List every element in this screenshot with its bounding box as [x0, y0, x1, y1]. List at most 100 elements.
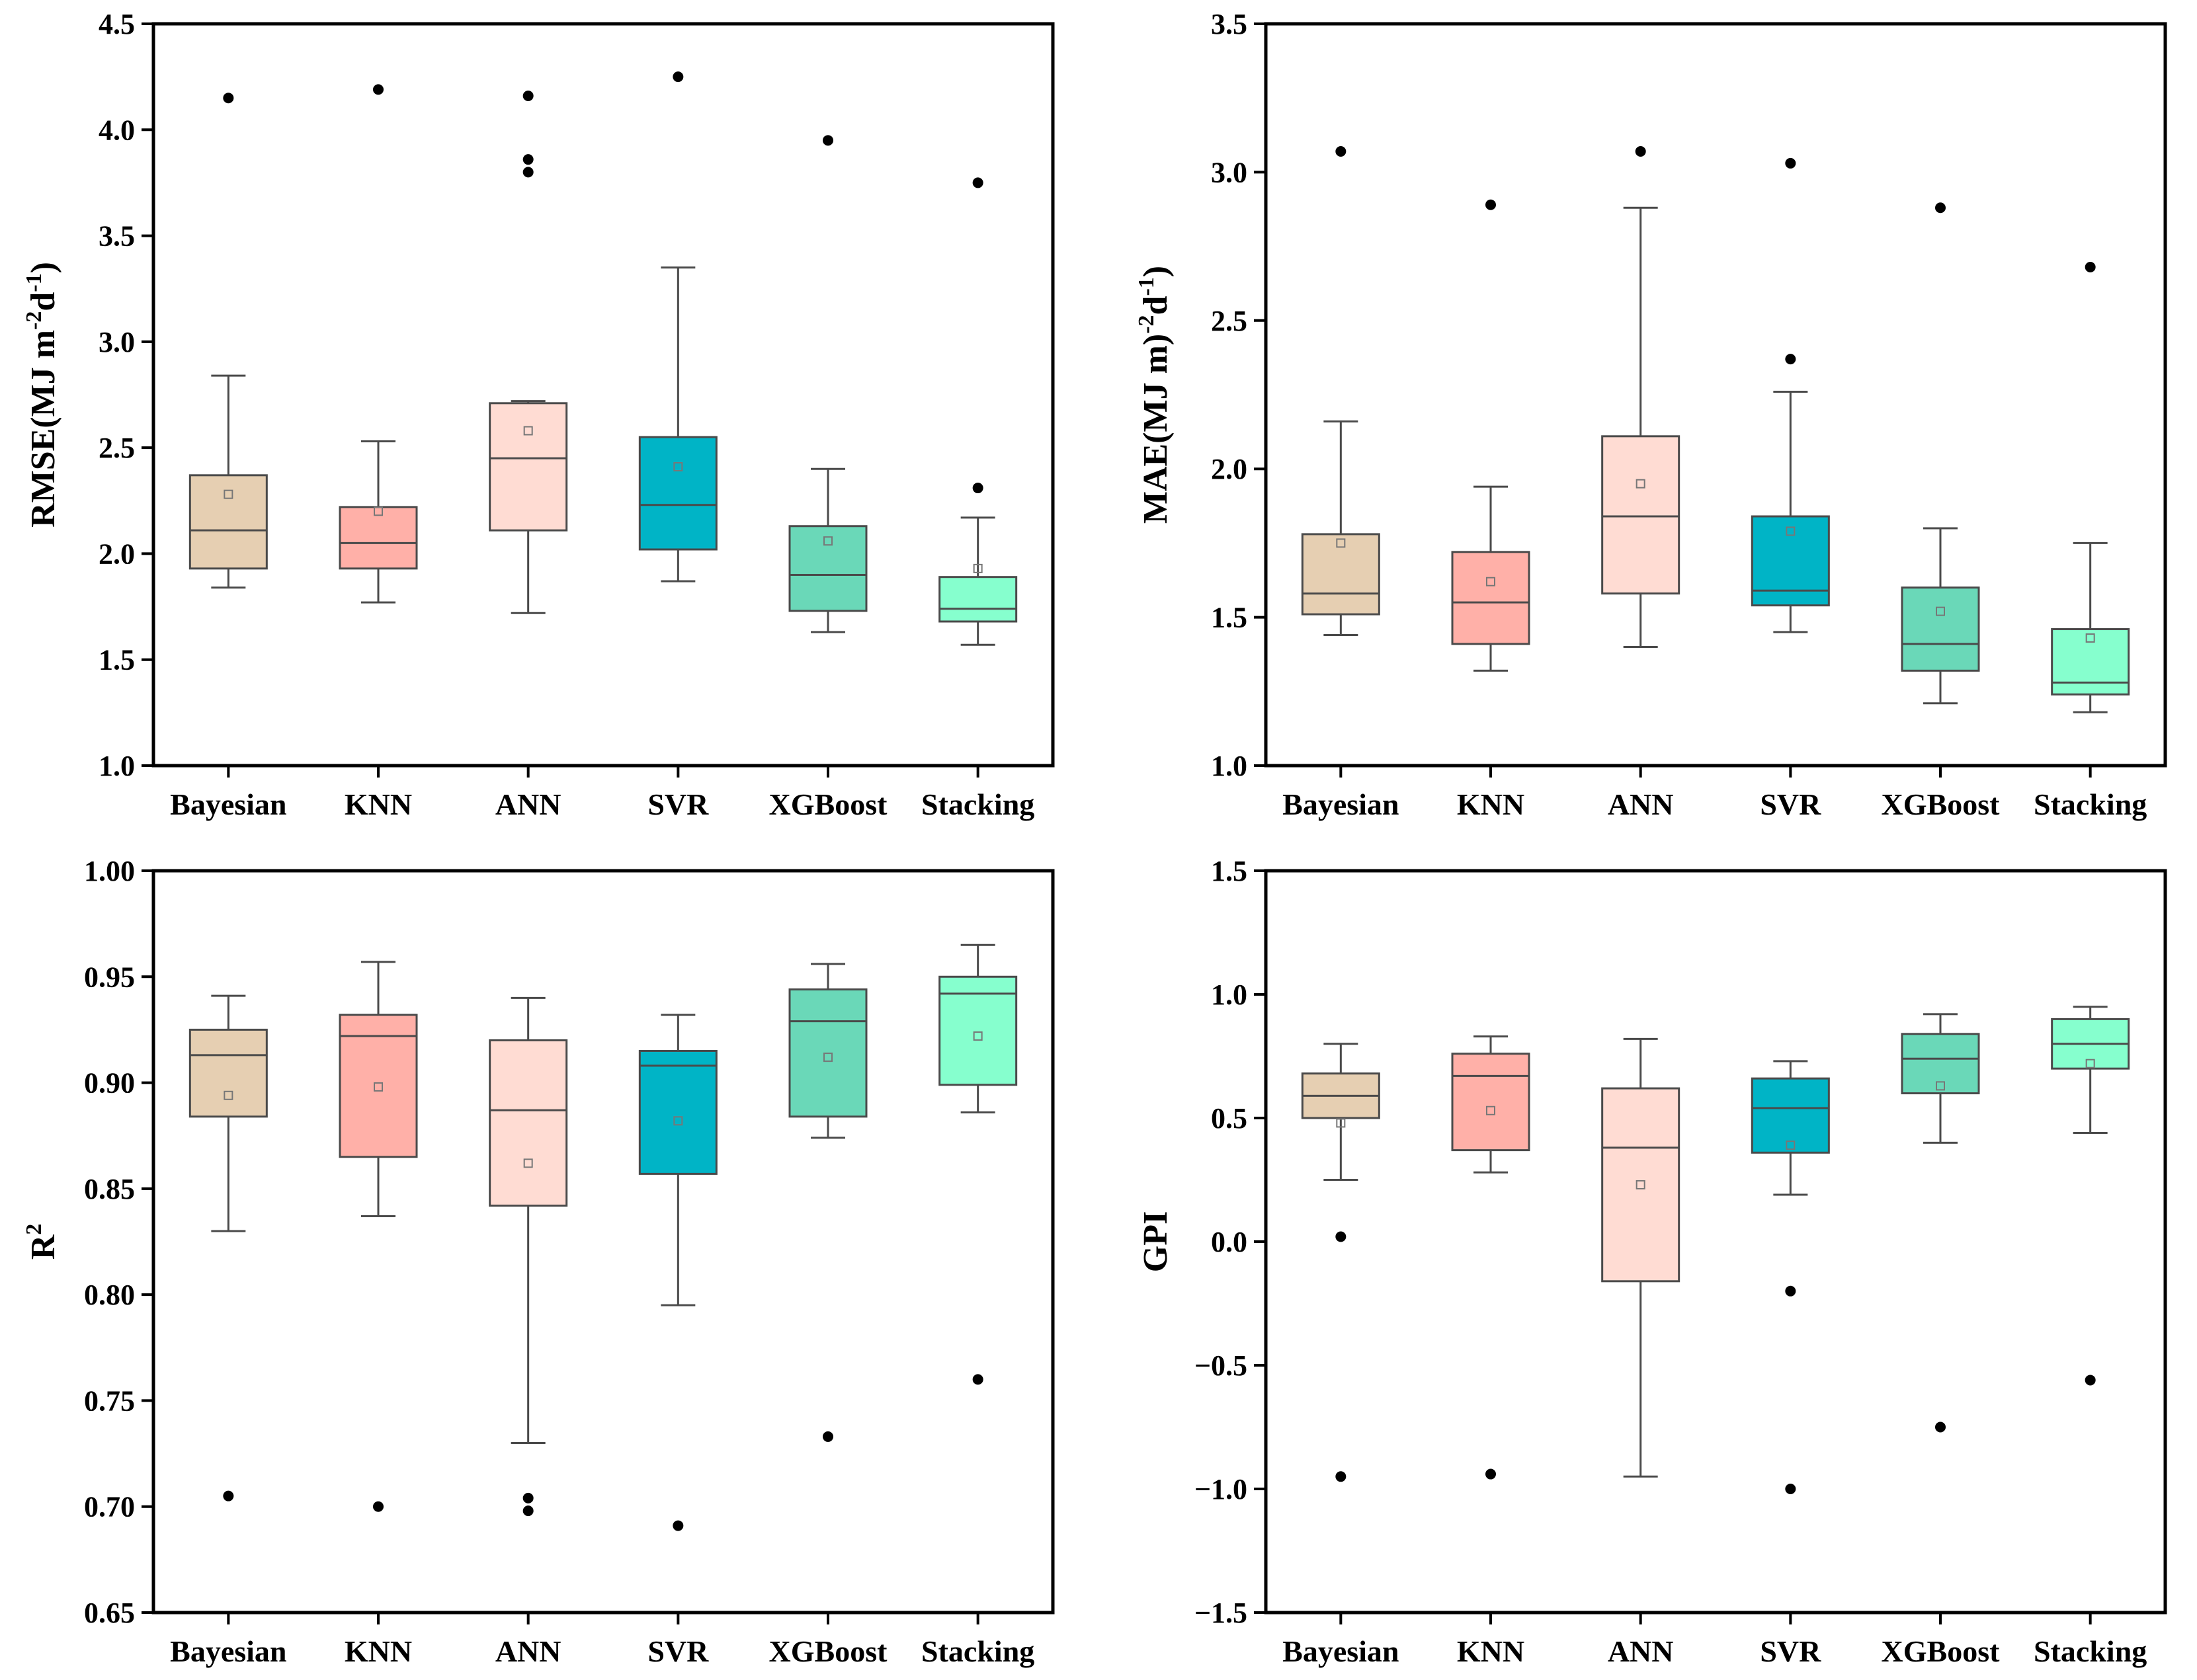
y-tick-label: 1.5: [1211, 855, 1247, 887]
y-tick-label: 0.95: [84, 961, 135, 993]
x-tick-label: KNN: [345, 1634, 412, 1668]
y-tick-label: 0.70: [84, 1491, 135, 1523]
outlier-point: [223, 1490, 234, 1501]
outlier-point: [972, 483, 983, 494]
outlier-point: [1335, 1231, 1347, 1242]
box-stacking: [938, 177, 1018, 646]
mean-marker: [2085, 633, 2095, 643]
x-tick-label: Stacking: [921, 1634, 1034, 1668]
y-tick-label: 2.5: [1211, 305, 1247, 337]
y-tick-label: 0.0: [1211, 1226, 1247, 1258]
y-tick-label: 3.5: [1211, 8, 1247, 40]
y-tick-label: −0.5: [1194, 1349, 1247, 1382]
x-tick-label: Stacking: [2034, 1634, 2147, 1668]
box-knn: [339, 84, 418, 604]
x-tick-label: Bayesian: [1282, 787, 1399, 821]
iqr-box: [638, 1049, 718, 1175]
box-bayesian: [188, 93, 268, 589]
x-tick-label: SVR: [647, 787, 709, 821]
panel-3: 0.65 0.70 0.75 0.80 0.85 0.90 0.95 1.00 Bayesian…: [22, 855, 1055, 1668]
y-tick-label: 4.0: [99, 114, 135, 146]
y-tick-label: 2.0: [99, 538, 135, 570]
iqr-box: [1901, 1033, 1980, 1095]
plot-frame: [151, 869, 1055, 1615]
y-axis-label: RMSE(MJ m-2d-1): [22, 262, 62, 528]
x-tick-label: Bayesian: [170, 1634, 286, 1668]
panel-4: −1.5 −1.0 −0.5 0.0 0.5 1.0 1.5 Bayesian KNN ANN SV…: [1137, 855, 2167, 1668]
y-tick-label: 0.90: [84, 1067, 135, 1100]
x-tick-label: SVR: [1760, 787, 1821, 821]
iqr-box: [188, 474, 268, 570]
outlier-point: [2085, 262, 2096, 273]
y-tick-label: 0.75: [84, 1384, 135, 1417]
mean-marker: [823, 1053, 833, 1062]
outlier-point: [972, 177, 983, 188]
box-ann: [1601, 145, 1680, 648]
iqr-box: [188, 1028, 268, 1118]
x-tick-label: XGBoost: [1882, 787, 2001, 821]
y-axis-label: R2: [22, 1224, 62, 1260]
mean-marker: [224, 1090, 233, 1100]
box-svr: [1751, 157, 1830, 633]
outlier-point: [522, 1505, 534, 1517]
iqr-box: [1451, 551, 1530, 645]
outlier-point: [522, 90, 534, 101]
x-tick-label: ANN: [495, 787, 561, 821]
box-ann: [1601, 1037, 1680, 1478]
iqr-box: [788, 525, 868, 612]
box-bayesian: [1301, 1043, 1380, 1482]
x-tick-label: ANN: [1608, 1634, 1674, 1668]
x-tick-label: Bayesian: [170, 787, 286, 821]
box-ann: [489, 996, 568, 1517]
mean-marker: [673, 1116, 683, 1126]
mean-marker: [1336, 1118, 1346, 1128]
box-svr: [638, 1014, 718, 1531]
y-tick-label: 2.0: [1211, 453, 1247, 485]
x-tick-label: ANN: [495, 1634, 561, 1668]
mean-marker: [1636, 479, 1645, 489]
iqr-box: [1601, 1087, 1680, 1283]
mean-marker: [823, 536, 833, 546]
box-xgboost: [1901, 1013, 1980, 1433]
y-tick-label: 1.5: [99, 644, 135, 676]
mean-marker: [1336, 538, 1346, 548]
mean-marker: [523, 426, 533, 436]
box-stacking: [938, 943, 1018, 1385]
box-stacking: [2051, 262, 2130, 713]
mean-marker: [1786, 526, 1796, 536]
plot-frame: [151, 22, 1055, 768]
y-tick-label: 0.65: [84, 1597, 135, 1629]
y-tick-label: 1.0: [1211, 979, 1247, 1011]
y-tick-label: 1.0: [99, 750, 135, 782]
box-knn: [1451, 199, 1530, 672]
mean-marker: [224, 489, 233, 499]
x-tick-label: XGBoost: [769, 1634, 888, 1668]
y-axis-label: MAE(MJ m)-2d-1): [1134, 266, 1175, 524]
iqr-box: [339, 1014, 418, 1158]
mean-marker: [973, 563, 983, 573]
outlier-point: [373, 84, 384, 95]
iqr-box: [938, 975, 1018, 1086]
outlier-point: [1935, 1421, 1946, 1433]
iqr-box: [1751, 1077, 1830, 1154]
mean-marker: [1936, 1081, 1945, 1091]
box-bayesian: [188, 994, 268, 1501]
y-tick-label: 1.0: [1211, 750, 1247, 782]
y-tick-label: 2.5: [99, 432, 135, 464]
mean-marker: [1486, 1105, 1495, 1115]
iqr-box: [489, 402, 568, 532]
mean-marker: [1486, 577, 1495, 586]
outlier-point: [823, 1431, 833, 1442]
y-tick-label: 3.5: [99, 220, 135, 253]
y-tick-label: −1.0: [1194, 1473, 1247, 1505]
y-axis-label: GPI: [1137, 1211, 1175, 1272]
outlier-point: [522, 167, 534, 178]
box-svr: [638, 71, 718, 582]
outlier-point: [972, 1374, 983, 1385]
x-tick-label: KNN: [1457, 787, 1524, 821]
box-bayesian: [1301, 145, 1380, 637]
iqr-box: [1301, 533, 1380, 616]
outlier-point: [522, 1492, 534, 1503]
box-knn: [339, 961, 418, 1512]
